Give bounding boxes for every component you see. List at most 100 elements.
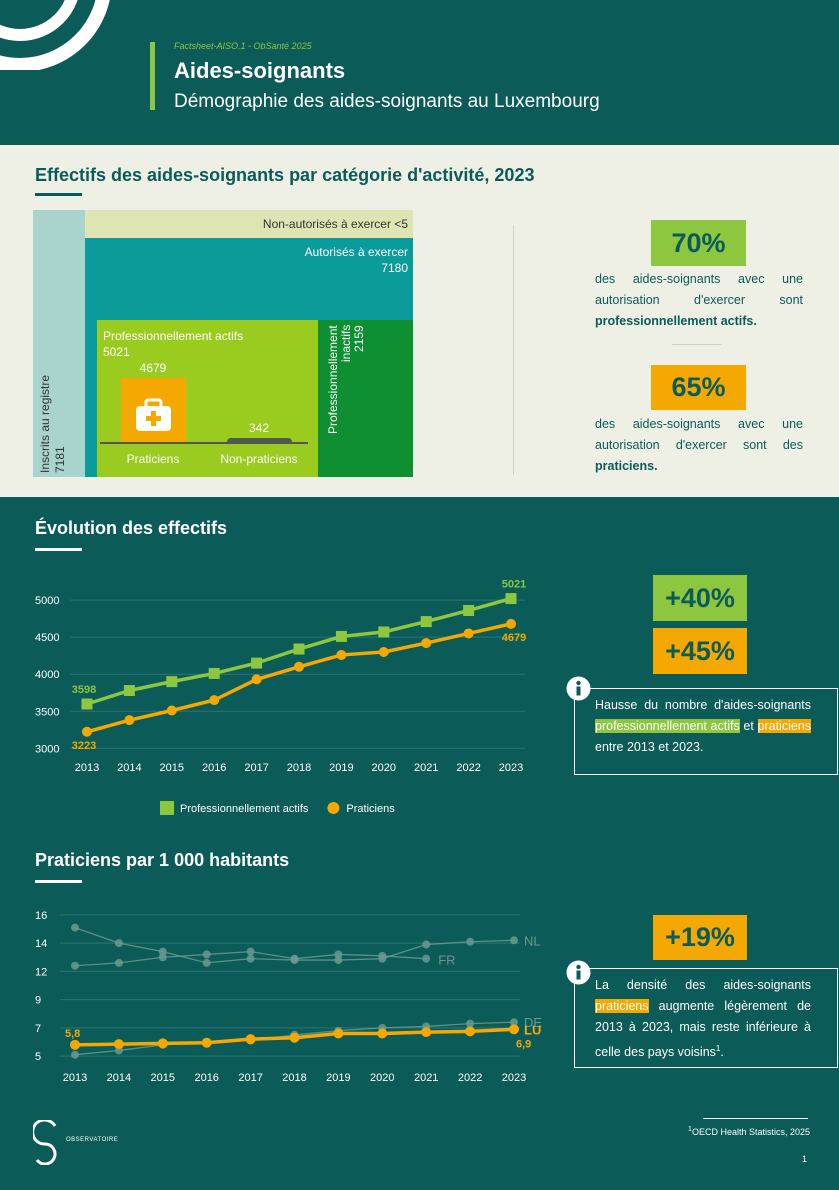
x-tick-label: 2023: [502, 1072, 526, 1084]
point: [82, 726, 92, 737]
point: [294, 661, 304, 672]
series-label: LU: [524, 1022, 541, 1037]
legend-marker: [327, 802, 340, 814]
point: [420, 616, 432, 628]
x-tick-label: 2021: [414, 762, 438, 774]
point: [465, 1026, 476, 1037]
y-tick-label: 14: [35, 938, 47, 950]
y-tick-label: 12: [35, 966, 47, 978]
point: [209, 695, 220, 706]
doc-title: Aides-soignants: [174, 58, 346, 83]
point: [509, 1024, 519, 1035]
point: [336, 649, 347, 660]
point: [251, 657, 263, 669]
point: [334, 956, 343, 965]
point: [158, 947, 167, 956]
point: [510, 936, 518, 945]
x-tick-label: 2013: [63, 1072, 87, 1084]
praticiens-label: Praticiens: [126, 452, 180, 466]
point: [506, 618, 516, 629]
logo-text: OBSERVATOIRE: [66, 1137, 119, 1143]
legend-label: Praticiens: [346, 803, 395, 815]
info-icon: [566, 676, 591, 701]
info-box: La densité des aides-soignants praticien…: [574, 968, 838, 1068]
underline: [35, 548, 82, 551]
info-box: Hausse du nombre d'aides-soignants profe…: [574, 688, 838, 775]
series-label: DE: [524, 1015, 542, 1030]
point: [81, 698, 93, 710]
point: [113, 1039, 124, 1050]
decor-arcs: [0, 0, 110, 70]
point: [245, 1034, 256, 1045]
point: [114, 939, 123, 948]
x-tick-label: 2021: [414, 1072, 438, 1084]
data-label: 6,9: [516, 1038, 531, 1050]
stat-text: des aides-soignants avec une autorisatio…: [595, 272, 803, 328]
series-line: [86, 622, 512, 734]
x-tick-label: 2020: [372, 762, 396, 774]
registre-block: [33, 210, 85, 477]
point: [505, 593, 517, 605]
x-tick-label: 2013: [75, 762, 99, 774]
point: [377, 1028, 388, 1039]
series-label: NL: [524, 933, 541, 948]
stat-box: 65%: [651, 365, 746, 410]
point: [421, 638, 432, 649]
point: [334, 950, 343, 959]
point: [378, 626, 390, 638]
legend-marker: [160, 801, 174, 815]
x-tick-label: 2016: [202, 762, 226, 774]
point: [166, 676, 178, 688]
series-label: FR: [438, 953, 455, 968]
info-icon: [566, 960, 591, 985]
point: [289, 1032, 300, 1043]
y-tick-label: 16: [35, 910, 47, 922]
point: [202, 958, 211, 967]
y-tick-label: 4500: [35, 632, 59, 644]
x-tick-label: 2019: [329, 762, 353, 774]
y-tick-label: 7: [35, 1023, 41, 1035]
point: [201, 1037, 212, 1048]
doc-subtitle: Démographie des aides-soignants au Luxem…: [174, 91, 600, 112]
point: [123, 685, 135, 697]
non-praticiens-value: 342: [248, 421, 270, 435]
section-title: Praticiens par 1 000 habitants: [35, 850, 290, 870]
x-tick-label: 2023: [499, 762, 523, 774]
point: [70, 1039, 80, 1050]
section-title: Effectifs des aides-soignants par catégo…: [35, 165, 535, 185]
baseline: [100, 442, 308, 444]
x-tick-label: 2019: [326, 1072, 350, 1084]
point: [208, 667, 220, 679]
non-praticiens-label: Non-praticiens: [220, 452, 298, 466]
section-effectifs: Effectifs des aides-soignants par catégo…: [0, 145, 839, 497]
x-tick-label: 2015: [151, 1072, 175, 1084]
x-tick-label: 2014: [117, 762, 141, 774]
x-tick-label: 2018: [287, 762, 311, 774]
section-title: Évolution des effectifs: [35, 518, 228, 538]
data-label: 5,8: [65, 1028, 80, 1040]
stat-box: +40%: [653, 575, 747, 621]
y-tick-label: 9: [35, 995, 41, 1007]
point: [466, 937, 475, 946]
y-tick-label: 4000: [35, 669, 59, 681]
non-autorises-block: Non-autorisés à exercer <5: [85, 210, 413, 238]
divider: [513, 225, 514, 475]
x-tick-label: 2020: [370, 1072, 394, 1084]
x-tick-label: 2022: [456, 762, 480, 774]
underline: [35, 193, 82, 196]
point: [293, 643, 305, 655]
y-tick-label: 5000: [35, 595, 59, 607]
legend-label: Professionnellement actifs: [180, 803, 309, 815]
point: [246, 954, 255, 963]
inactifs-block: [318, 320, 413, 477]
point: [290, 954, 299, 963]
point: [71, 1050, 79, 1059]
point: [335, 630, 347, 642]
point: [378, 951, 387, 960]
x-tick-label: 2016: [194, 1072, 218, 1084]
footnote-rule: [703, 1118, 808, 1119]
underline: [35, 880, 82, 883]
point: [421, 1027, 432, 1038]
